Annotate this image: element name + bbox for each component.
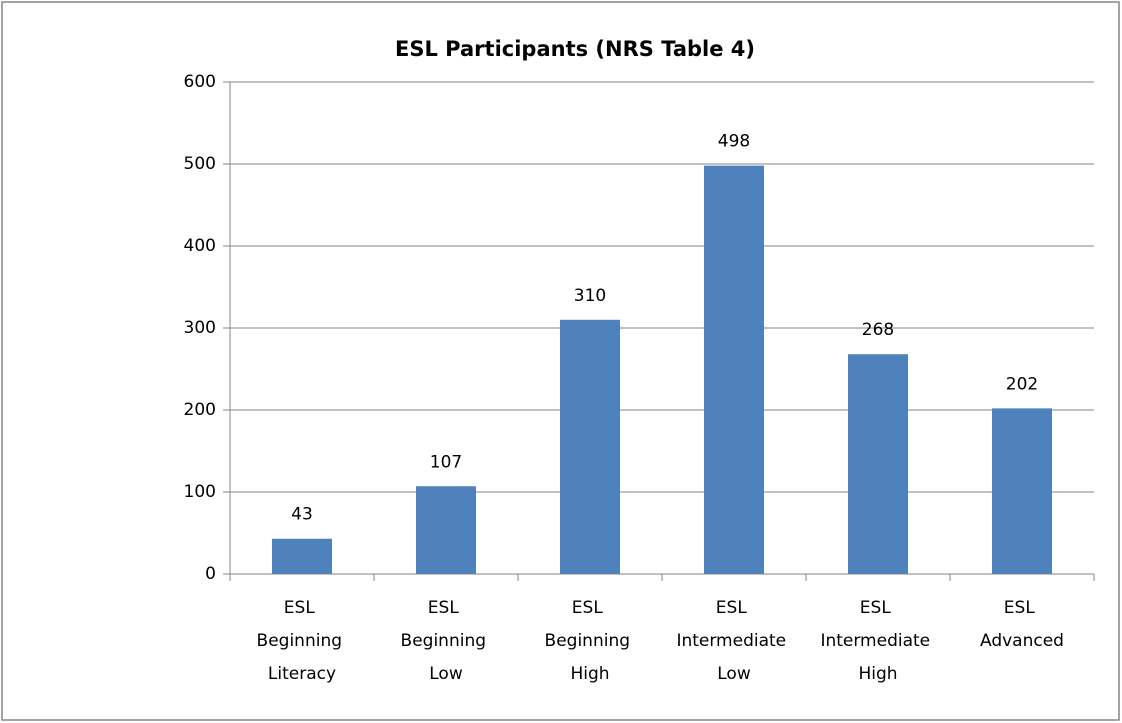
bar	[848, 354, 908, 574]
bar	[704, 165, 764, 574]
data-label: 310	[574, 286, 606, 306]
x-tick-label: ESL Intermediate High	[820, 598, 935, 684]
data-label: 107	[430, 452, 462, 472]
chart-title: ESL Participants (NRS Table 4)	[395, 37, 755, 61]
bar	[272, 538, 332, 574]
y-tick-label: 200	[184, 400, 216, 420]
x-tick-label: ESL Advanced	[980, 598, 1064, 651]
bar	[992, 408, 1052, 574]
x-tick-label: ESL Beginning High	[545, 598, 636, 684]
x-tick-label: ESL Beginning Literacy	[257, 598, 348, 684]
y-tick-label: 500	[184, 154, 216, 174]
bar	[416, 486, 476, 574]
data-label: 498	[718, 132, 750, 152]
y-tick-label: 100	[184, 482, 216, 502]
bar	[560, 319, 620, 574]
y-tick-label: 400	[184, 236, 216, 256]
data-label: 202	[1006, 374, 1038, 394]
data-label: 268	[862, 320, 894, 340]
x-tick-label: ESL Beginning Low	[401, 598, 492, 684]
y-tick-label: 600	[184, 72, 216, 92]
y-tick-label: 300	[184, 318, 216, 338]
x-tick-label: ESL Intermediate Low	[676, 598, 791, 684]
y-tick-label: 0	[205, 564, 216, 584]
data-label: 43	[291, 505, 313, 525]
